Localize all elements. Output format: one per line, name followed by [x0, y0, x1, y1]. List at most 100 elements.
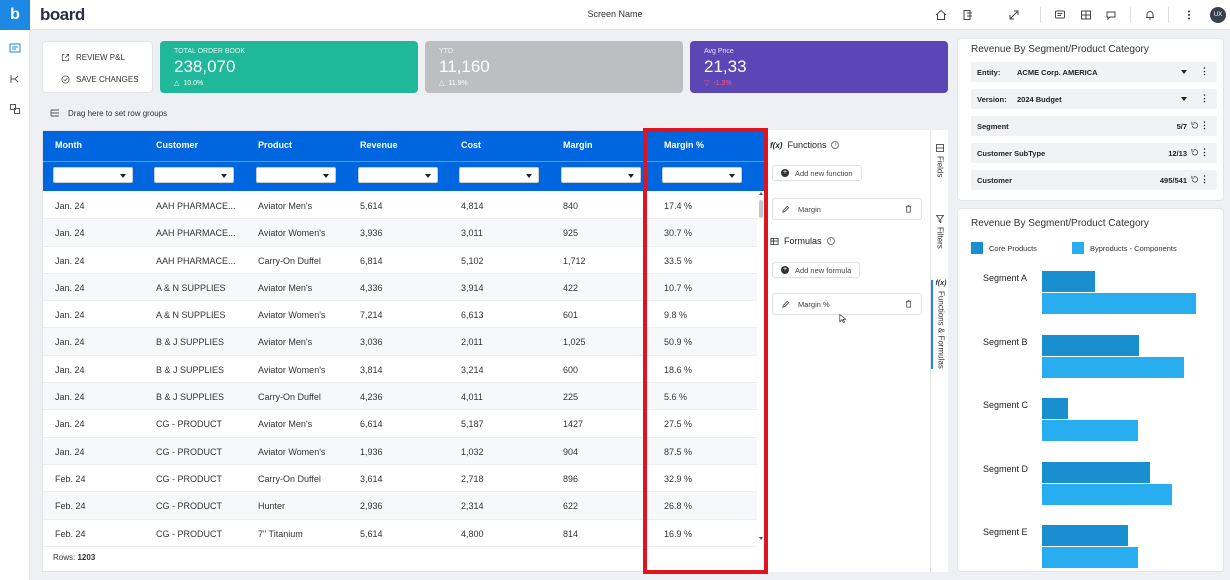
- chevron-down-icon[interactable]: [1181, 70, 1187, 74]
- chevron-down-icon[interactable]: [1181, 97, 1187, 101]
- table-cell[interactable]: Carry-On Duffel: [258, 473, 321, 484]
- reset-icon[interactable]: [1190, 175, 1199, 184]
- selector-customer[interactable]: Customer 495/541 ⋮: [971, 170, 1217, 190]
- table-cell[interactable]: 6,814: [360, 255, 383, 266]
- table-cell[interactable]: CG - PRODUCT: [156, 528, 222, 539]
- table-cell[interactable]: Jan. 24: [55, 310, 85, 321]
- vertical-scrollbar[interactable]: [757, 192, 765, 544]
- layers-icon[interactable]: [9, 102, 21, 114]
- table-cell[interactable]: Jan. 24: [55, 392, 85, 403]
- table-cell[interactable]: Feb. 24: [55, 528, 86, 539]
- table-cell[interactable]: 16.9 %: [664, 528, 693, 539]
- more-vertical-icon[interactable]: ⋮: [1200, 147, 1209, 157]
- column-header-cost[interactable]: Cost: [461, 140, 481, 150]
- table-cell[interactable]: 5.6 %: [664, 392, 688, 403]
- table-cell[interactable]: 3,214: [461, 364, 484, 375]
- table-cell[interactable]: A & N SUPPLIES: [156, 310, 226, 321]
- bar-core-products-e[interactable]: [1042, 525, 1129, 546]
- selector-entity[interactable]: Entity: ACME Corp. AMERICA ⋮: [971, 62, 1217, 82]
- column-header-product[interactable]: Product: [258, 140, 293, 150]
- table-cell[interactable]: 3,036: [360, 337, 383, 348]
- add-formula-button[interactable]: + Add new formula: [772, 262, 861, 278]
- table-cell[interactable]: 3,936: [360, 228, 383, 239]
- filter-margin[interactable]: [561, 167, 641, 183]
- table-cell[interactable]: 814: [563, 528, 579, 539]
- table-cell[interactable]: 4,800: [461, 528, 484, 539]
- info-icon[interactable]: i: [831, 141, 840, 149]
- table-row[interactable]: Jan. 24 CG - PRODUCT Aviator Women's 1,936 1…: [43, 437, 757, 465]
- more-vertical-icon[interactable]: [1182, 8, 1196, 22]
- more-vertical-icon[interactable]: ⋮: [1200, 120, 1209, 130]
- filter-cost[interactable]: [459, 167, 539, 183]
- bar-byproducts-e[interactable]: [1042, 547, 1139, 568]
- table-cell[interactable]: Aviator Men's: [258, 282, 313, 293]
- filter-product[interactable]: [256, 167, 336, 183]
- table-cell[interactable]: 2,718: [461, 473, 484, 484]
- comment-icon[interactable]: [1053, 8, 1067, 22]
- table-cell[interactable]: Jan. 24: [55, 337, 85, 348]
- table-cell[interactable]: 7,214: [360, 310, 383, 321]
- table-cell[interactable]: Carry-On Duffel: [258, 255, 321, 266]
- bar-core-products-c[interactable]: [1042, 398, 1068, 419]
- table-cell[interactable]: Hunter: [258, 501, 286, 512]
- info-icon[interactable]: i: [826, 237, 835, 245]
- table-cell[interactable]: 2,011: [461, 337, 483, 348]
- trash-icon[interactable]: [904, 204, 913, 215]
- table-row[interactable]: Jan. 24 B & J SUPPLIES Aviator Women's 3,81…: [43, 356, 757, 384]
- column-header-customer[interactable]: Customer: [156, 140, 199, 150]
- avatar[interactable]: UX: [1210, 7, 1226, 23]
- table-row[interactable]: Jan. 24 AAH PHARMACE... Aviator Women's 3,9…: [43, 219, 757, 247]
- table-cell[interactable]: 87.5 %: [664, 446, 693, 457]
- more-vertical-icon[interactable]: ⋮: [1200, 174, 1209, 184]
- table-cell[interactable]: 622: [563, 501, 579, 512]
- tab-functions-formulas[interactable]: f(x) Functions & Formulas: [931, 280, 949, 369]
- table-cell[interactable]: Jan. 24: [55, 255, 85, 266]
- table-cell[interactable]: Jan. 24: [55, 446, 85, 457]
- home-icon[interactable]: [934, 8, 948, 22]
- table-cell[interactable]: 18.6 %: [664, 364, 693, 375]
- table-cell[interactable]: 1427: [563, 419, 584, 430]
- table-cell[interactable]: 1,025: [563, 337, 586, 348]
- table-cell[interactable]: 50.9 %: [664, 337, 693, 348]
- table-cell[interactable]: 601: [563, 310, 579, 321]
- grid-icon[interactable]: [1079, 8, 1093, 22]
- table-cell[interactable]: A & N SUPPLIES: [156, 282, 226, 293]
- table-cell[interactable]: 422: [563, 282, 579, 293]
- table-cell[interactable]: CG - PRODUCT: [156, 501, 222, 512]
- table-cell[interactable]: 2,936: [360, 501, 383, 512]
- board-logo[interactable]: board: [40, 5, 85, 24]
- table-row[interactable]: Feb. 24 CG - PRODUCT Hunter 2,936 2,314 622 26…: [43, 492, 757, 520]
- column-header-month[interactable]: Month: [55, 140, 82, 150]
- kpi-ytd[interactable]: YTD 11,160 △ 11.9%: [425, 41, 683, 93]
- bar-byproducts-b[interactable]: [1042, 356, 1185, 378]
- table-cell[interactable]: Jan. 24: [55, 228, 85, 239]
- table-cell[interactable]: Jan. 24: [55, 364, 85, 375]
- table-row[interactable]: Jan. 24 CG - PRODUCT Aviator Men's 6,614 5,1…: [43, 410, 757, 438]
- expand-icon[interactable]: [1007, 8, 1021, 22]
- table-cell[interactable]: Aviator Women's: [258, 310, 326, 321]
- table-cell[interactable]: Aviator Women's: [258, 228, 326, 239]
- table-cell[interactable]: Jan. 24: [55, 282, 85, 293]
- flow-icon[interactable]: [9, 72, 21, 84]
- table-cell[interactable]: Jan. 24: [55, 419, 85, 430]
- kpi-avg-price[interactable]: Avg Price 21,33 ▽ -1.3%: [690, 41, 948, 93]
- table-row[interactable]: Feb. 24 CG - PRODUCT 7" Titanium 5,614 4,800…: [43, 520, 757, 547]
- table-cell[interactable]: Aviator Men's: [258, 337, 313, 348]
- bar-core-products-b[interactable]: [1042, 334, 1140, 356]
- scroll-thumb[interactable]: [759, 200, 763, 218]
- bar-core-products-a[interactable]: [1042, 271, 1095, 292]
- bar-byproducts-c[interactable]: [1042, 420, 1139, 441]
- filter-margin-pct[interactable]: [662, 167, 742, 183]
- bar-byproducts-a[interactable]: [1042, 293, 1197, 314]
- table-cell[interactable]: CG - PRODUCT: [156, 446, 222, 457]
- table-cell[interactable]: 1,032: [461, 446, 484, 457]
- brand-icon[interactable]: b: [0, 0, 30, 30]
- table-cell[interactable]: 33.5 %: [664, 255, 693, 266]
- save-changes-button[interactable]: SAVE CHANGES: [61, 72, 139, 86]
- kpi-total-order-book[interactable]: TOTAL ORDER BOOK 238,070 △ 10.0%: [160, 41, 418, 93]
- table-cell[interactable]: 6,613: [461, 310, 484, 321]
- table-cell[interactable]: AAH PHARMACE...: [156, 255, 236, 266]
- table-cell[interactable]: 904: [563, 446, 579, 457]
- table-cell[interactable]: 3,914: [461, 282, 484, 293]
- table-cell[interactable]: 5,102: [461, 255, 484, 266]
